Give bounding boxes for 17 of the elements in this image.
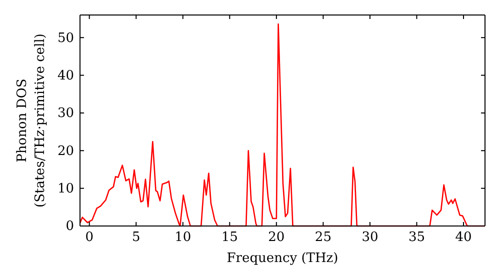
y-tick-label: 10 bbox=[57, 181, 74, 196]
x-tick-label: 30 bbox=[362, 230, 378, 246]
y-tick-label: 50 bbox=[57, 30, 74, 46]
x-tick-label: 5 bbox=[132, 230, 140, 246]
y-axis-title: Phonon DOS (States/THz·primitive cell) bbox=[15, 33, 48, 208]
x-tick-label: 15 bbox=[221, 230, 238, 246]
x-tick-label: 25 bbox=[314, 230, 332, 246]
x-tick-label: 35 bbox=[408, 230, 425, 246]
x-tick-label: 0 bbox=[85, 230, 94, 246]
y-tick-label: 20 bbox=[57, 144, 74, 159]
y-tick-label: 30 bbox=[57, 106, 74, 122]
x-axis-title: Frequency (THz) bbox=[226, 251, 338, 266]
y-tick-label: 40 bbox=[57, 68, 74, 84]
x-tick-label: 40 bbox=[455, 230, 472, 246]
x-tick-label: 10 bbox=[174, 230, 192, 246]
x-tick-label: 20 bbox=[268, 230, 285, 246]
y-tick-label: 0 bbox=[66, 219, 74, 234]
